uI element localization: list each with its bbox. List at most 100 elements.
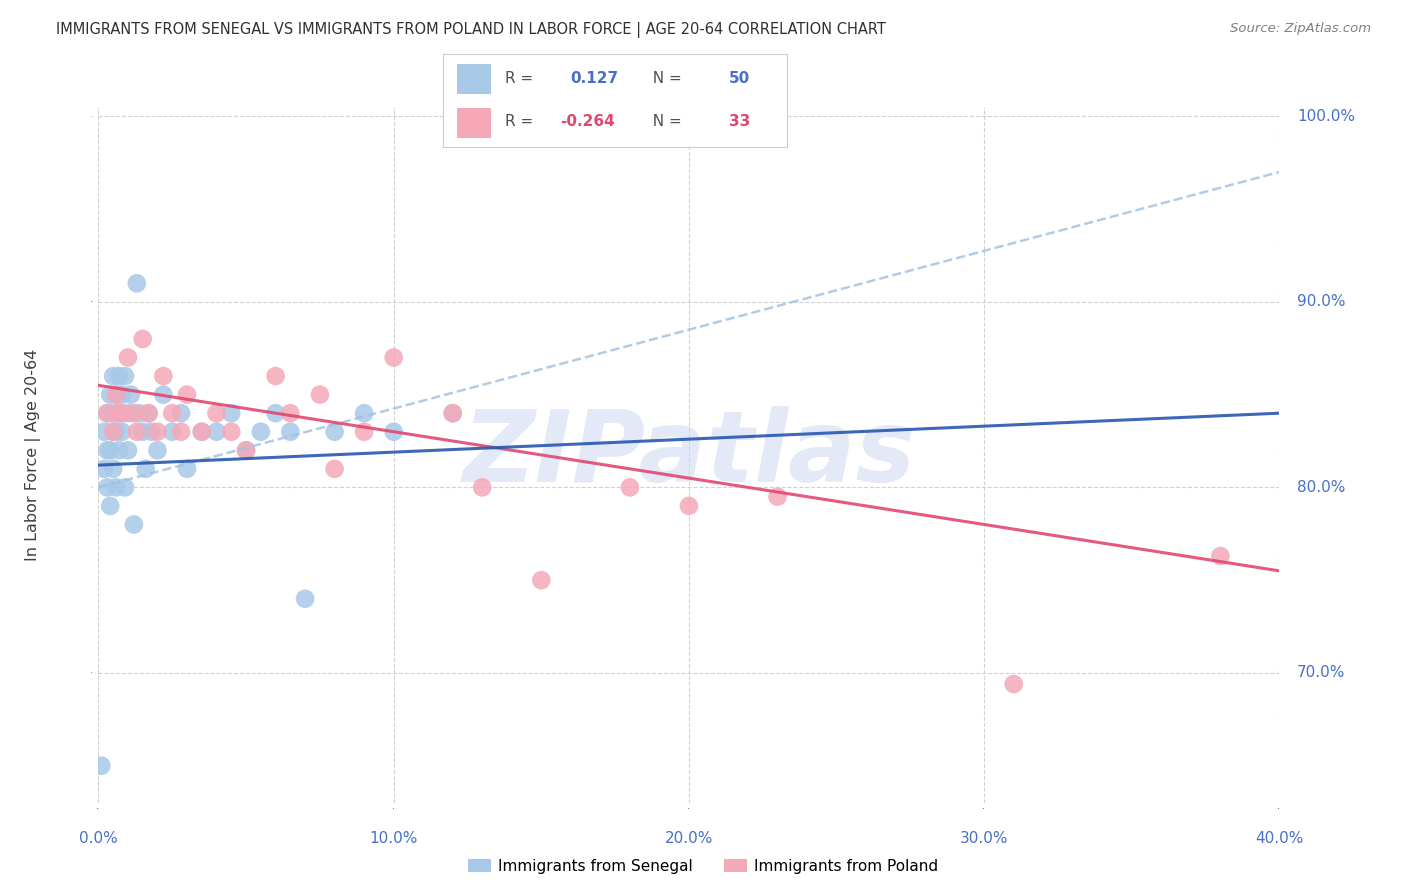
Point [122,517,145,532]
Point [235,443,257,458]
Point [138,406,160,420]
Point [176,387,198,401]
Point [96,406,118,420]
Point [170,425,193,439]
Text: N =: N = [643,114,686,129]
Point [152,387,174,401]
Point [132,425,155,439]
Point [205,425,228,439]
Point [111,406,134,420]
Point [108,406,131,420]
Point [98,499,121,513]
Point [128,406,150,420]
Text: 100.0%: 100.0% [1298,109,1355,124]
Point [170,406,193,420]
Point [111,425,134,439]
Point [103,425,125,439]
Point [96,480,118,494]
Text: 0.127: 0.127 [571,71,619,87]
Text: ZIPatlas: ZIPatlas [463,407,915,503]
Point [235,443,257,458]
Text: -0.264: -0.264 [560,114,614,129]
Text: 50: 50 [728,71,749,87]
Text: 10.0%: 10.0% [370,830,418,846]
Point [122,406,145,420]
Point [125,277,148,291]
Point [103,425,125,439]
Point [103,369,125,384]
Text: 20.0%: 20.0% [665,830,713,846]
Point [1209,549,1232,563]
Text: IMMIGRANTS FROM SENEGAL VS IMMIGRANTS FROM POLAND IN LABOR FORCE | AGE 20-64 COR: IMMIGRANTS FROM SENEGAL VS IMMIGRANTS FR… [56,22,886,38]
Point [114,369,136,384]
Text: 80.0%: 80.0% [1298,480,1346,495]
Point [98,443,121,458]
Point [766,490,789,504]
Point [108,369,131,384]
Text: R =: R = [505,114,538,129]
Point [382,425,405,439]
Legend: Immigrants from Senegal, Immigrants from Poland: Immigrants from Senegal, Immigrants from… [461,853,945,880]
Point [93,425,115,439]
Point [132,332,155,346]
FancyBboxPatch shape [457,108,491,138]
Point [176,462,198,476]
Point [120,387,142,401]
Point [138,406,160,420]
Point [353,425,375,439]
Point [264,369,287,384]
Point [105,480,128,494]
Point [530,573,553,587]
Point [117,443,139,458]
Point [105,425,128,439]
Point [96,406,118,420]
Point [146,425,169,439]
Point [108,443,131,458]
Text: 90.0%: 90.0% [1298,294,1346,310]
Point [382,351,405,365]
Point [471,480,494,494]
Point [114,480,136,494]
Point [619,480,641,494]
Point [191,425,214,439]
Point [105,387,128,401]
Point [152,369,174,384]
Point [146,443,169,458]
Text: 70.0%: 70.0% [1298,665,1346,681]
Text: 40.0%: 40.0% [1256,830,1303,846]
Point [264,406,287,420]
Point [141,425,163,439]
Point [162,406,183,420]
Text: 33: 33 [728,114,749,129]
Point [117,351,139,365]
Point [98,387,121,401]
Point [323,425,346,439]
Text: Source: ZipAtlas.com: Source: ZipAtlas.com [1230,22,1371,36]
Point [96,443,118,458]
FancyBboxPatch shape [457,64,491,94]
Point [250,425,273,439]
Point [93,462,115,476]
Point [309,387,332,401]
Text: R =: R = [505,71,543,87]
Point [441,406,464,420]
Point [108,406,131,420]
Point [162,425,183,439]
Point [103,406,125,420]
Text: 0.0%: 0.0% [79,830,118,846]
Point [103,462,125,476]
Point [205,406,228,420]
Point [678,499,700,513]
Text: 30.0%: 30.0% [960,830,1008,846]
Point [278,425,302,439]
Point [294,591,316,606]
Point [125,425,148,439]
Text: In Labor Force | Age 20-64: In Labor Force | Age 20-64 [25,349,41,561]
Point [219,406,242,420]
Point [1002,677,1025,691]
Point [90,758,112,772]
Point [111,387,134,401]
Point [105,387,128,401]
Point [323,462,346,476]
Point [219,425,242,439]
